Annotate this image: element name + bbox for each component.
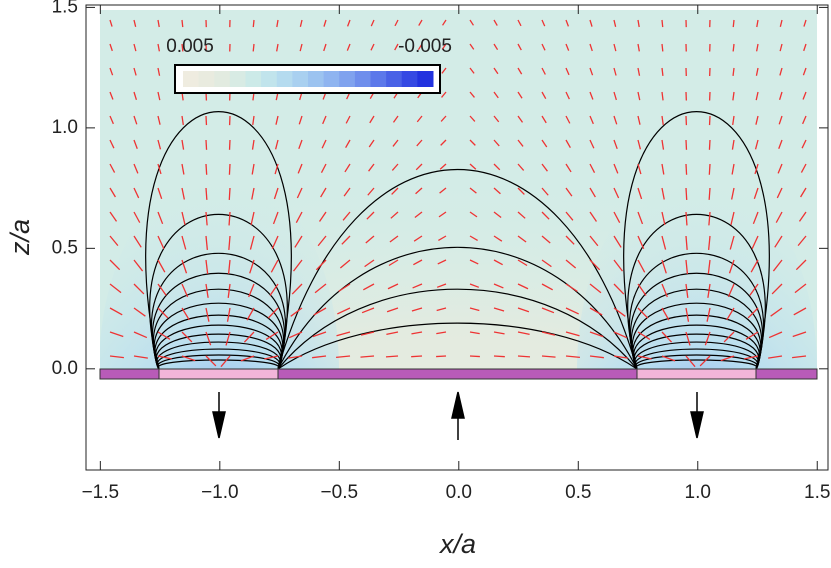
colorbar-swatch — [339, 71, 355, 87]
field-vector — [709, 164, 710, 175]
y-tick-label: 0.0 — [52, 358, 78, 379]
field-vector — [470, 356, 480, 357]
field-vector — [686, 164, 687, 175]
colorbar-swatch — [386, 71, 402, 87]
colorbar-swatch — [308, 71, 324, 87]
field-vector — [411, 356, 422, 357]
field-vector — [206, 140, 207, 150]
x-tick-label: 1.0 — [685, 482, 711, 503]
x-tick-label: −0.5 — [321, 482, 359, 503]
y-tick-label: 1.0 — [52, 117, 78, 138]
field-vector — [662, 68, 663, 76]
field-vector — [229, 164, 230, 175]
field-vector — [662, 44, 663, 51]
field-vector — [518, 356, 530, 357]
colorbar-swatch — [277, 71, 293, 87]
colorbar-swatch — [402, 71, 418, 87]
polarity-arrows — [213, 392, 703, 440]
field-vector — [386, 356, 398, 357]
field-vector — [709, 140, 710, 150]
colorbar-swatch — [355, 71, 371, 87]
field-vector — [206, 188, 207, 200]
y-axis-label: z/a — [5, 219, 35, 256]
colorbar-swatch — [199, 71, 215, 87]
colorbar-label: -0.005 — [398, 36, 452, 57]
field-vector — [733, 20, 734, 27]
colorbar-swatch — [261, 71, 277, 87]
y-tick-label: 0.5 — [52, 237, 78, 258]
colorbar-swatch — [183, 71, 199, 87]
colorbar-swatch — [371, 71, 387, 87]
field-vector — [436, 356, 446, 357]
field-vector — [733, 44, 734, 51]
field-vector — [253, 44, 254, 51]
field-vector — [686, 188, 687, 200]
colorbar-swatch — [292, 71, 308, 87]
electrode-strip — [100, 369, 817, 379]
x-axis-label: x/a — [438, 529, 476, 559]
x-tick-label: −1.5 — [82, 482, 120, 503]
y-tick-label: 1.5 — [52, 0, 78, 17]
field-vector — [662, 20, 663, 27]
field-vector — [709, 188, 710, 200]
x-tick-label: −1.0 — [201, 482, 239, 503]
field-vector — [206, 164, 207, 175]
field-vector — [229, 188, 230, 200]
colorbar-swatch — [246, 71, 262, 87]
x-tick-label: 1.5 — [804, 482, 830, 503]
field-vector — [253, 20, 254, 27]
colorbar-swatch — [324, 71, 340, 87]
colorbar-swatch — [230, 71, 246, 87]
colorbar-swatch — [214, 71, 230, 87]
colorbar-label: 0.005 — [166, 36, 214, 57]
field-vector — [182, 20, 183, 27]
colorbar-swatch — [417, 71, 433, 87]
field-vector — [494, 356, 505, 357]
x-tick-label: 0.5 — [565, 482, 591, 503]
x-tick-label: 0.0 — [446, 482, 472, 503]
